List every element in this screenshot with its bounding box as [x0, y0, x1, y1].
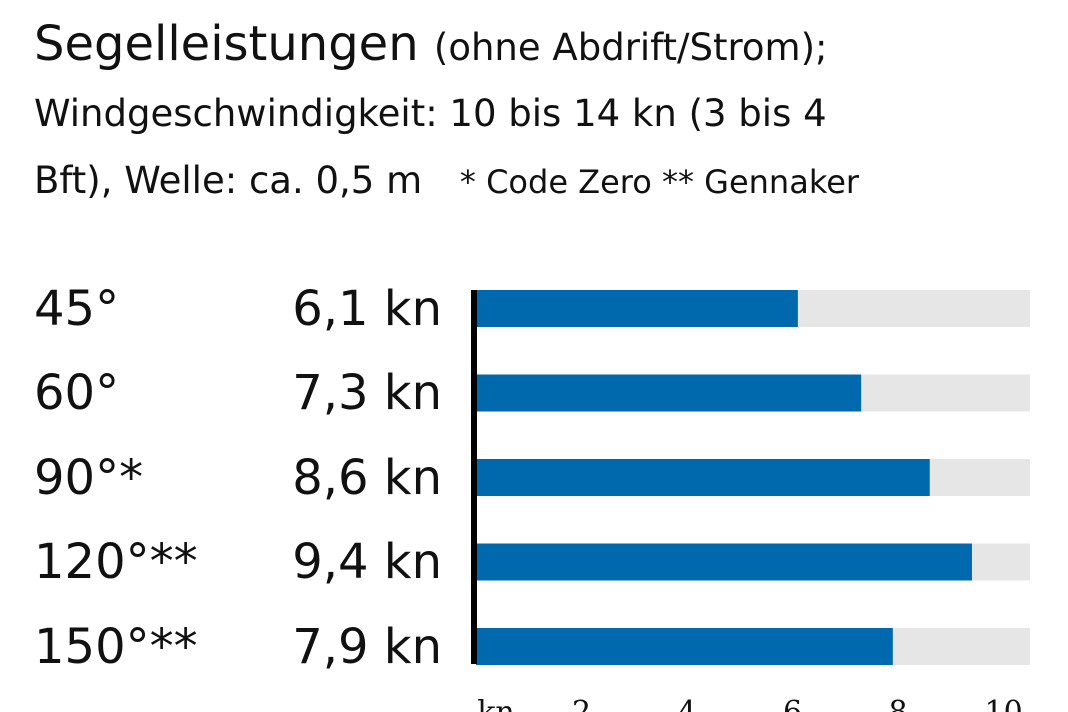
chart-title: Segelleistungen — [34, 16, 419, 72]
bar — [476, 374, 862, 412]
category-label: 60° — [34, 365, 120, 421]
category-label: 90°* — [34, 449, 144, 506]
chart-subtitle: (ohne Abdrift/Strom); — [433, 26, 828, 69]
category-label: 150°** — [34, 618, 198, 675]
chart-title-line: Segelleistungen (ohne Abdrift/Strom); — [34, 12, 1044, 80]
category-label: 120°** — [34, 534, 198, 590]
x-tick-label: kn — [477, 695, 515, 712]
chart-title-block: Segelleistungen (ohne Abdrift/Strom); Wi… — [34, 12, 1044, 216]
sail-legend-note: * Code Zero ** Gennaker — [459, 163, 860, 201]
value-label: 8,6 kn — [292, 449, 442, 506]
bar — [476, 459, 930, 496]
x-tick-label: 2 — [572, 695, 591, 712]
x-tick-label: 4 — [678, 695, 697, 712]
value-label: 7,3 kn — [292, 365, 442, 421]
value-label: 7,9 kn — [292, 618, 442, 675]
conditions-line: Windgeschwindigkeit: 10 bis 14 kn (3 bis… — [34, 92, 827, 135]
x-tick-label: 6 — [783, 695, 802, 712]
conditions-line-2: Bft), Welle: ca. 0,5 m * Code Zero ** Ge… — [34, 147, 1044, 216]
category-label: 45° — [34, 280, 120, 337]
bar — [476, 290, 798, 327]
value-label: 6,1 kn — [292, 280, 442, 337]
bar — [476, 543, 972, 581]
bar — [476, 628, 893, 665]
value-label: 9,4 kn — [292, 534, 442, 590]
conditions-text: Bft), Welle: ca. 0,5 m — [34, 159, 423, 202]
x-tick-label: 8 — [889, 695, 908, 712]
x-tick-label: 10 — [985, 695, 1023, 712]
